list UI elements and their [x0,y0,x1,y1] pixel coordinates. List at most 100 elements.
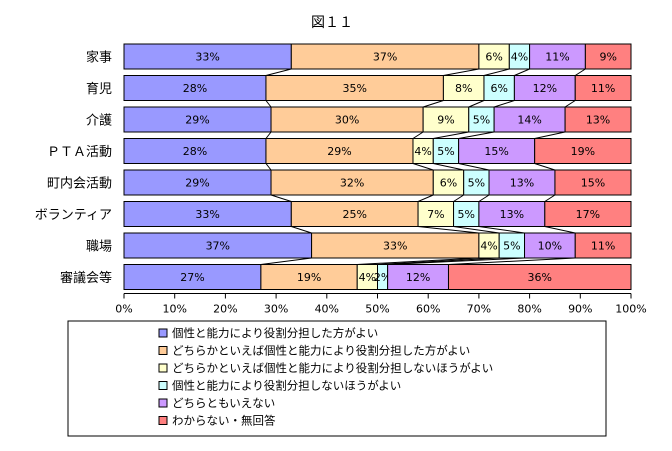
connector-line [417,194,434,202]
connector-line [478,194,490,202]
bars: 33% 37% 6% 4% 11% 9% 28% 35% 8% 6% 12% 11% 29% 30% 9% 5… [123,43,632,290]
connector-line [412,131,424,139]
connector-line [534,163,556,171]
connector-line [514,68,530,76]
connector-line [260,257,312,265]
bar-segment [123,106,272,133]
legend: 個性と能力により役割分担した方がよいどちらかといえば個性と能力により役割分担した… [67,320,607,437]
connector-line [458,131,495,139]
data-label: 29% [185,114,209,127]
data-label: 4% [511,51,528,64]
bar-segment [290,43,480,70]
connector-line [458,163,490,171]
series-connector-lines [260,68,586,265]
bar-segment [290,201,419,227]
chart-title: 図１１ [311,15,353,31]
data-label: 37% [373,51,397,64]
data-label: 5% [437,145,454,158]
data-label: 5% [457,208,474,221]
legend-box [67,320,607,437]
connector-line [357,257,479,265]
connector-line [478,226,525,234]
connector-line [468,100,485,108]
connector-line [574,68,586,76]
legend-swatch [158,416,168,425]
bar-segment [458,138,536,164]
bar-segment [483,75,515,101]
legend-entry: 個性と能力により役割分担した方がよい [172,326,378,340]
data-label: 35% [342,82,366,95]
x-tick-label: 50% [365,303,389,316]
x-tick-label: 20% [213,303,237,316]
data-label: 27% [180,271,204,284]
data-label: 5% [503,240,520,253]
bar-segment [123,264,262,290]
connector-line [265,131,272,139]
legend-entry: どちらともいえない [172,396,275,410]
data-label: 33% [195,51,219,64]
data-label: 13% [500,208,524,221]
connector-line [412,163,434,171]
bar-segment [463,169,490,196]
data-label: 15% [484,145,508,158]
data-label: 8% [455,82,472,95]
bar-segment [123,169,272,196]
bar-segment [447,264,632,290]
data-label: 12% [406,271,430,284]
legend-entry: 個性と能力により役割分担しないほうがよい [172,379,401,393]
x-tick-label: 70% [467,303,491,316]
bar-segment [123,138,267,164]
connector-line [433,163,464,171]
x-tick-label: 0% [115,303,132,316]
bar-segment [123,43,292,70]
bar-segment [265,75,444,101]
bar-segment [493,106,566,133]
bar-segment [584,43,632,70]
data-label: 33% [195,208,219,221]
connector-line [265,163,272,171]
data-label: 36% [528,271,552,284]
bar-segment [529,43,586,70]
data-label: 9% [599,51,616,64]
data-label: 30% [335,114,359,127]
x-tick-label: 80% [517,303,541,316]
legend-swatch [158,398,168,408]
category-label: 職場 [86,240,112,255]
data-label: 11% [591,240,615,253]
data-label: 13% [586,114,610,127]
data-label: 19% [297,271,321,284]
category-label: 介護 [86,113,112,129]
category-label: 家事 [86,50,112,66]
x-tick-label: 30% [264,303,288,316]
bar-segment [468,106,495,133]
connector-line [265,68,292,76]
category-label: 町内会活動 [47,176,112,192]
bar-segment [513,75,576,101]
bar-segment [574,232,632,259]
category-label: ＰＴＡ活動 [47,145,112,160]
category-label: 審議会等 [60,270,112,286]
connector-line [443,68,479,76]
bar-segment [488,169,556,196]
bar-segment [270,169,434,196]
connector-line [544,194,556,202]
category-label: ボランティア [35,208,112,223]
connector-line [433,131,469,139]
x-tick-label: 90% [568,303,592,316]
bar-segment [260,264,358,290]
data-label: 17% [576,208,600,221]
data-label: 32% [340,177,364,190]
data-label: 19% [571,145,595,158]
bar-segment [123,232,313,259]
bar-segment [311,232,480,259]
bar-segment [123,201,292,227]
bar-segment [442,75,485,101]
data-label: 10% [538,240,562,253]
connector-line [387,257,525,265]
data-label: 4% [480,240,497,253]
bar-segment [524,232,576,259]
data-label: 28% [183,82,207,95]
data-label: 13% [510,177,534,190]
data-label: 2% [374,271,391,284]
